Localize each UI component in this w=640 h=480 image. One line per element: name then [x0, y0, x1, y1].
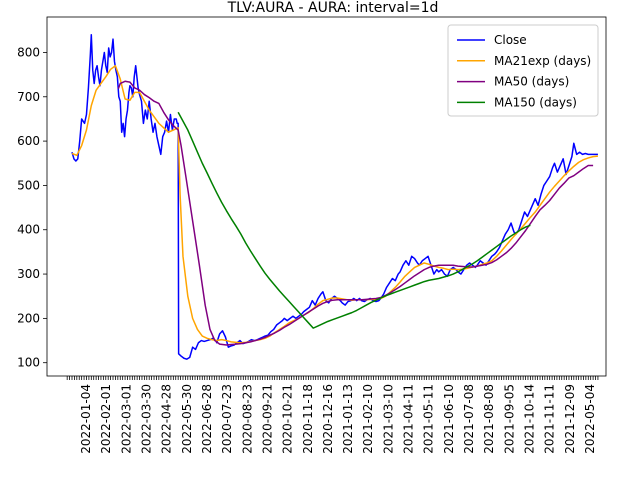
x-axis: 2022-01-04 2022-02-01 2022-03-01 2022-03-30…	[66, 376, 599, 454]
x-tick-label: 2020-11-18	[301, 384, 315, 454]
y-tick-label: 300	[17, 267, 40, 281]
x-tick-label: 2022-03-01	[119, 384, 133, 454]
x-tick-label: 2022-05-30	[180, 384, 194, 454]
x-tick-label: 2022-05-04	[583, 384, 597, 454]
x-tick-label: 2020-10-21	[281, 384, 295, 454]
y-tick-label: 700	[17, 90, 40, 104]
x-tick-label: 2021-10-14	[523, 384, 537, 454]
x-tick-label: 2020-08-23	[240, 384, 254, 454]
x-tick-label: 2021-08-08	[482, 384, 496, 454]
x-tick-label: 2021-06-10	[442, 384, 456, 454]
legend-label: MA150 (days)	[494, 95, 577, 109]
legend-label: MA50 (days)	[494, 75, 569, 89]
x-tick-label: 2021-04-11	[402, 384, 416, 454]
x-tick-label: 2021-12-09	[563, 384, 577, 454]
x-tick-label: 2021-11-11	[543, 384, 557, 454]
legend-box	[447, 24, 599, 117]
x-tick-label: 2021-01-13	[341, 384, 355, 454]
legend-label: MA21exp (days)	[494, 54, 591, 68]
y-tick-label: 600	[17, 134, 40, 148]
legend: Close MA21exp (days) MA50 (days) MA150 (day…	[447, 24, 599, 117]
y-tick-label: 500	[17, 178, 40, 192]
x-tick-label: 2021-02-10	[361, 384, 375, 454]
x-tick-label: 2021-09-05	[502, 384, 516, 454]
y-tick-label: 400	[17, 223, 40, 237]
x-tick-label: 2020-12-16	[321, 384, 335, 454]
y-tick-label: 100	[17, 356, 40, 370]
series-line-0	[71, 33, 598, 360]
x-tick-label: 2022-06-28	[200, 384, 214, 454]
x-tick-label: 2022-02-01	[99, 384, 113, 454]
chart-title: TLV:AURA - AURA: interval=1d	[227, 0, 439, 16]
x-tick-label: 2020-07-23	[220, 384, 234, 454]
legend-label: Close	[494, 33, 527, 47]
series-line-2	[117, 80, 594, 346]
x-tick-label: 2022-04-28	[160, 384, 174, 454]
x-tick-label: 2021-07-08	[462, 384, 476, 454]
x-tick-label: 2021-05-11	[422, 384, 436, 454]
series-line-1	[71, 65, 598, 344]
series-layer	[71, 33, 598, 360]
series-line-3	[177, 111, 531, 329]
y-tick-label: 200	[17, 311, 40, 325]
y-tick-label: 800	[17, 45, 40, 59]
x-tick-label: 2021-03-10	[381, 384, 395, 454]
x-tick-label: 2022-03-30	[140, 384, 154, 454]
x-tick-label: 2020-09-21	[260, 384, 274, 454]
y-axis: 100 200 300 400 500 600 700 800	[17, 45, 47, 370]
plot-area	[46, 16, 607, 377]
x-tick-label: 2022-01-04	[79, 384, 93, 454]
plot-frame	[46, 16, 607, 377]
